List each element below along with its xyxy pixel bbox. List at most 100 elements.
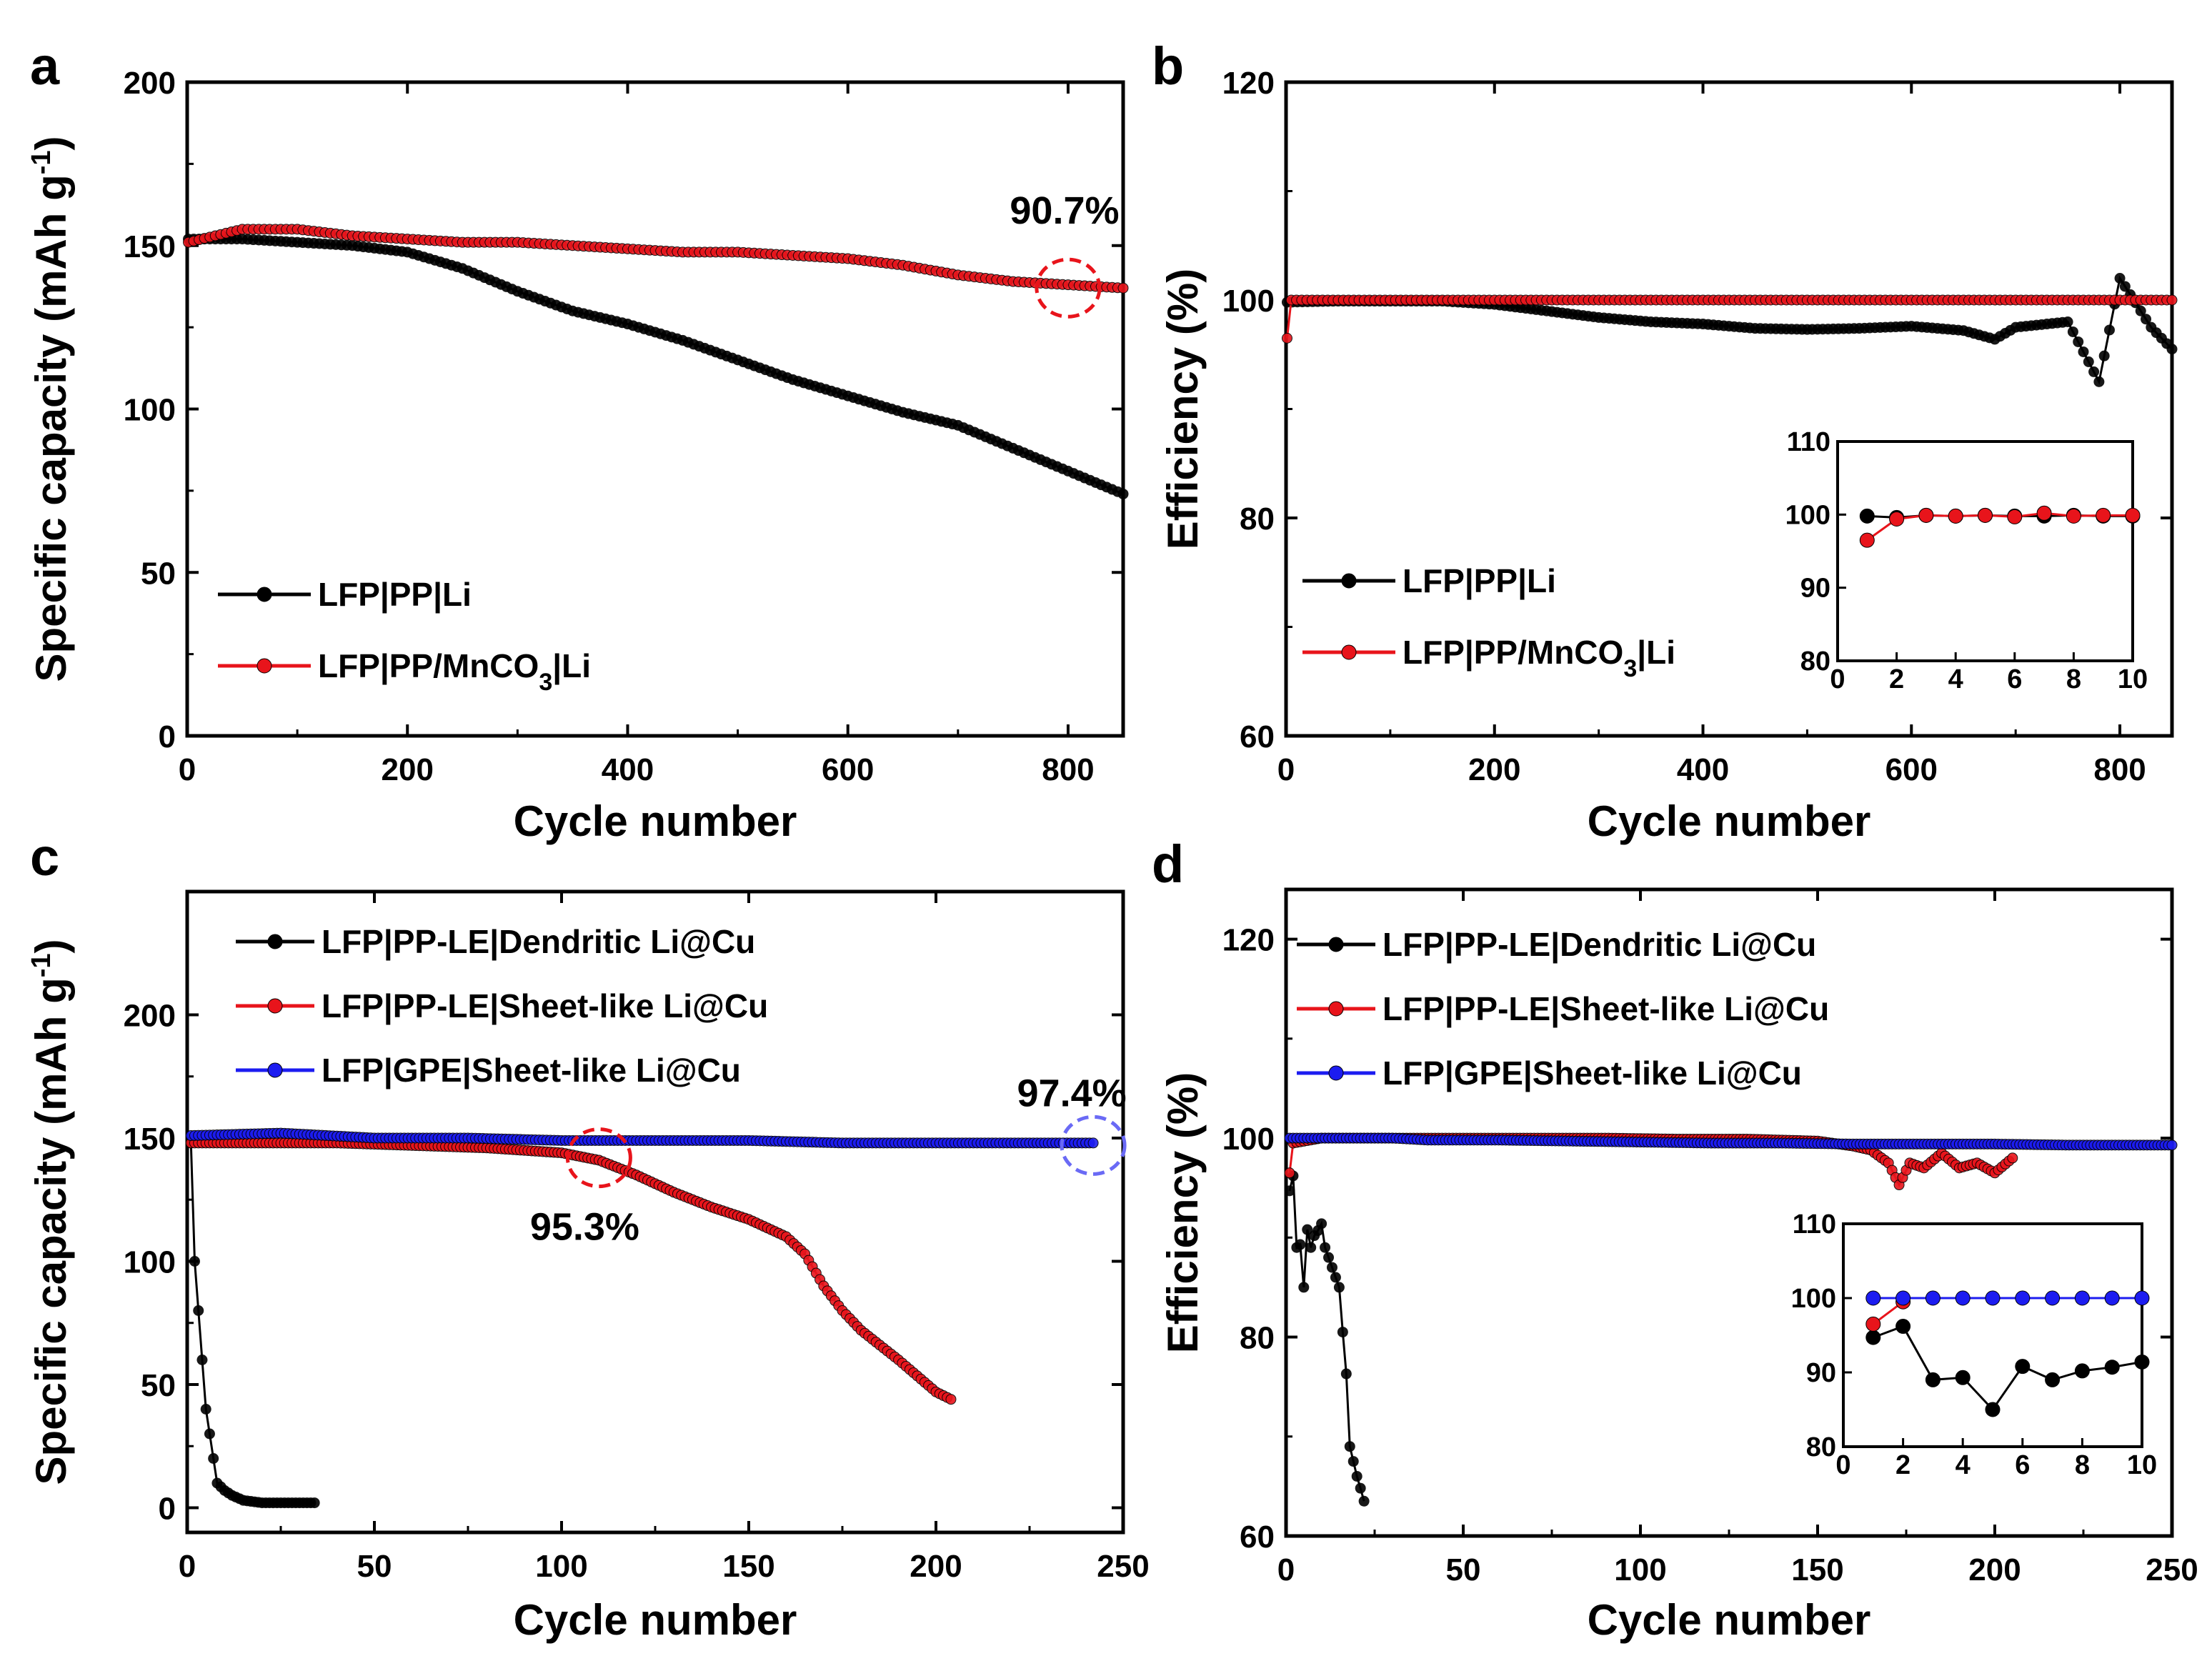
series-line xyxy=(189,1142,315,1505)
legend-item: LFP|GPE|Sheet-like Li@Cu xyxy=(236,1052,741,1089)
inset-x-tick-label: 2 xyxy=(1895,1450,1910,1480)
inset-data-point xyxy=(1978,507,1993,523)
legend-item: LFP|PP-LE|Sheet-like Li@Cu xyxy=(1297,990,1829,1027)
inset-x-tick-label: 0 xyxy=(1835,1450,1850,1480)
data-point xyxy=(1295,1239,1306,1250)
inset-data-point xyxy=(1948,508,1963,524)
inset-data-point xyxy=(2007,509,2023,524)
y-axis-label-sup: -1 xyxy=(26,953,56,977)
legend-label-sub: 3 xyxy=(1623,655,1637,682)
data-point xyxy=(2119,281,2131,292)
inset-data-point xyxy=(1865,1290,1881,1306)
inset-data-point xyxy=(1895,1290,1911,1306)
legend-marker xyxy=(267,934,283,949)
inset-x-tick-label: 2 xyxy=(1889,664,1904,694)
data-point xyxy=(2141,314,2152,325)
legend-label-end: |Li xyxy=(1637,634,1675,671)
data-point xyxy=(2166,344,2178,355)
y-tick-label: 0 xyxy=(159,719,176,754)
inset-x-tick-label: 4 xyxy=(1948,664,1963,694)
annotation-circle xyxy=(565,1127,632,1189)
y-axis-label: Efficiency (%) xyxy=(1159,269,1207,549)
data-point xyxy=(2078,346,2089,357)
legend-label-main: LFP|PP/MnCO xyxy=(318,647,539,684)
inset-data-point xyxy=(2125,507,2141,523)
legend-label: LFP|PP/MnCO3|Li xyxy=(318,647,591,696)
inset-data-point xyxy=(2074,1363,2090,1379)
inset-x-tick-label: 8 xyxy=(2066,664,2081,694)
y-tick-label: 100 xyxy=(124,1245,176,1280)
inset-y-tick-label: 90 xyxy=(1806,1358,1836,1388)
inset: 0 2 4 6 8 10 80 90 100 110 xyxy=(1791,1209,2158,1480)
inset-y-tick-label: 100 xyxy=(1791,1284,1836,1314)
inset-y-tick-label: 80 xyxy=(1800,647,1830,677)
y-tick-label: 200 xyxy=(124,66,176,101)
data-point xyxy=(1340,1368,1352,1380)
annotation-circle xyxy=(1060,1114,1127,1176)
legend-label: LFP|PP|Li xyxy=(318,576,472,613)
x-tick-label: 150 xyxy=(1791,1552,1843,1587)
x-tick-label: 250 xyxy=(2146,1552,2198,1587)
y-tick-label: 50 xyxy=(141,1368,176,1403)
data-point xyxy=(2007,1152,2018,1164)
data-point xyxy=(1284,1167,1295,1179)
data-point xyxy=(2098,350,2110,361)
data-point xyxy=(2166,294,2178,306)
data-point xyxy=(1117,488,1129,499)
inset-y-tick-label: 110 xyxy=(1793,1209,1836,1239)
data-point xyxy=(2093,376,2105,387)
x-tick-label: 800 xyxy=(2093,752,2146,787)
x-tick-label: 400 xyxy=(602,752,654,787)
legend-item: LFP|PP/MnCO3|Li xyxy=(1302,634,1675,682)
data-point xyxy=(193,1305,204,1316)
inset-data-point xyxy=(2104,1290,2120,1306)
inset-series-1 xyxy=(1859,505,2141,548)
data-point xyxy=(204,1428,215,1440)
inset-data-point xyxy=(2015,1359,2031,1375)
inset-frame xyxy=(1836,440,2134,662)
data-point xyxy=(1284,1185,1295,1197)
legend-label: LFP|PP-LE|Sheet-like Li@Cu xyxy=(1382,990,1829,1027)
inset: 0 2 4 6 8 10 80 90 100 110 xyxy=(1785,427,2148,694)
inset-data-point xyxy=(2045,1290,2061,1306)
inset-y-tick-label: 80 xyxy=(1806,1432,1836,1462)
inset-data-point xyxy=(1889,511,1905,527)
y-tick-label: 120 xyxy=(1222,66,1275,101)
data-point xyxy=(200,1404,211,1415)
data-point xyxy=(1305,1242,1317,1253)
legend-label: LFP|PP|Li xyxy=(1403,562,1556,599)
data-point xyxy=(1344,1441,1355,1452)
inset-series-2 xyxy=(1865,1290,2150,1306)
legend-marker xyxy=(1328,937,1344,952)
inset-data-point xyxy=(1925,1372,1941,1387)
inset-data-point xyxy=(1859,508,1875,524)
inset-data-point xyxy=(1918,507,1934,523)
data-point xyxy=(945,1394,957,1405)
data-point xyxy=(1087,1137,1099,1149)
inset-data-point xyxy=(1895,1319,1911,1335)
y-axis-label: Specific capacity (mAh g-1) xyxy=(26,136,75,682)
legend-marker xyxy=(256,587,272,602)
inset-x-tick-label: 6 xyxy=(2007,664,2022,694)
data-point xyxy=(2067,326,2078,337)
y-tick-label: 60 xyxy=(1240,719,1275,754)
x-axis-label: Cycle number xyxy=(514,797,797,845)
y-tick-label: 60 xyxy=(1240,1520,1275,1555)
series-line xyxy=(1288,1175,1365,1502)
inset-data-point xyxy=(1985,1290,2001,1306)
data-point xyxy=(1333,1282,1345,1293)
legend-label-sub: 3 xyxy=(539,669,552,696)
data-point xyxy=(1281,332,1292,344)
inset-data-point xyxy=(1955,1370,1971,1385)
annotation-label: 90.7% xyxy=(1010,189,1119,232)
series-1 xyxy=(185,1137,957,1405)
legend-item: LFP|PP-LE|Dendritic Li@Cu xyxy=(1297,926,1816,963)
series-0 xyxy=(1281,273,2178,387)
inset-x-tick-label: 0 xyxy=(1830,664,1845,694)
data-point xyxy=(189,1256,200,1267)
inset-data-point xyxy=(1955,1290,1971,1306)
legend-label-main: LFP|PP|Li xyxy=(1403,562,1556,599)
